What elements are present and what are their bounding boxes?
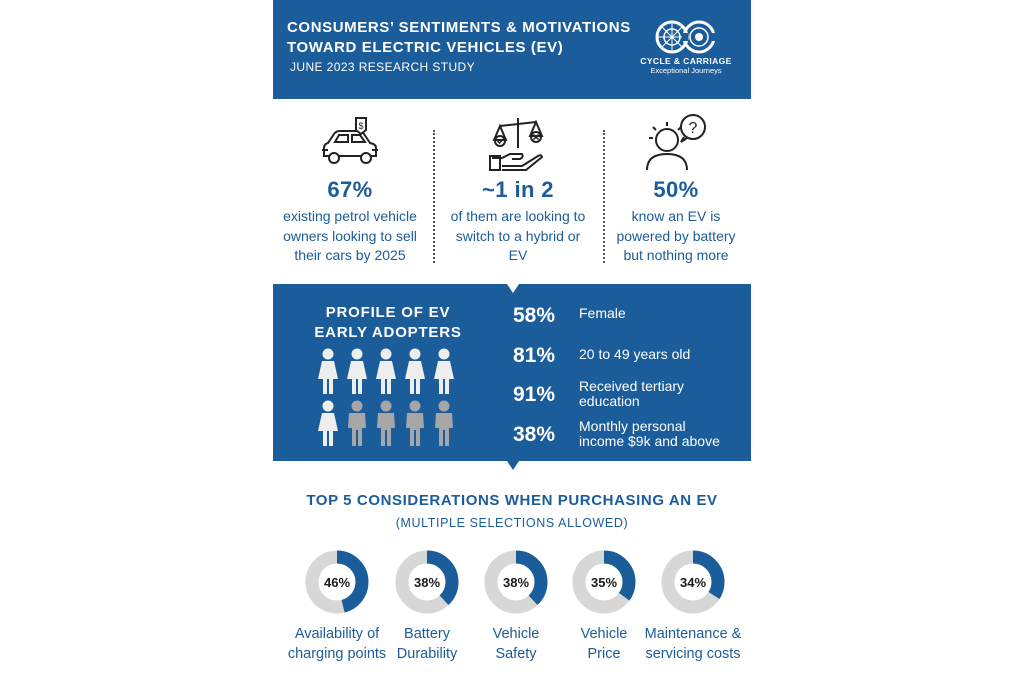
profile-label-line2: income $9k and above [579,433,720,449]
person-icon [406,400,424,446]
donut-chart: 46% [305,550,369,614]
donut-value-arc [661,550,725,614]
svg-text:$: $ [358,121,363,131]
page-title: CONSUMERS’ SENTIMENTS & MOTIVATIONS TOWA… [287,18,631,58]
donut-value-label: 38% [414,575,440,590]
stat-value: 50% [653,177,699,202]
title-line-2: TOWARD ELECTRIC VEHICLES (EV) [287,39,564,56]
donut-category-line: Availability of [294,626,380,642]
svg-text:?: ? [689,120,698,137]
profile-pct: 58% [513,304,556,327]
donut-item: 38% Vehicle Safety [466,550,566,664]
donut-chart: 38% [484,550,548,614]
donut-category-line: Battery [404,626,450,642]
donut-value-label: 38% [503,575,529,590]
donut-chart: 35% [572,550,636,614]
donut-category-line: Durability [396,646,458,662]
person-icon [405,348,425,394]
profile-label: Female [579,306,739,321]
person-question-icon: ? [646,114,706,171]
donut-chart: 38% [395,550,459,614]
donut-category-line: charging points [287,646,387,662]
car-price-tag-icon: $ [322,117,378,164]
donut-value-arc [305,550,369,614]
profile-label: Monthly personal income $9k and above [579,419,739,449]
divider [433,130,435,263]
donut-value-label: 35% [591,575,617,590]
header-banner: CONSUMERS’ SENTIMENTS & MOTIVATIONS TOWA… [273,0,751,99]
profile-pct: 38% [513,423,556,446]
profile-pct: 81% [513,344,556,367]
donut-item: 35% Vehicle Price [554,550,654,664]
donut-category-label: Vehicle Price [554,624,654,664]
early-adopters-profile: PROFILE OF EV EARLY ADOPTERS 58% Female … [273,284,751,461]
person-icon [376,348,396,394]
stat-switch-intent: ~1 in 2 of them are looking to switch to… [443,112,593,266]
brand-logo-icon [655,20,718,54]
pointer-bottom [507,461,519,470]
donut-value-arc [484,550,548,614]
profile-title: PROFILE OF EV EARLY ADOPTERS [313,303,463,343]
profile-label: Received tertiary education [579,379,739,409]
donut-item: 46% Availability of charging points [287,550,387,664]
balance-scale-icon [489,118,544,171]
stat-description: of them are looking to switch to a hybri… [450,208,586,263]
donut-category-line: Price [587,646,621,662]
stat-description: existing petrol vehicle owners looking t… [283,208,417,263]
donut-category-label: Battery Durability [377,624,477,664]
donut-chart: 34% [661,550,725,614]
person-icon [347,348,367,394]
donut-category-line: Safety [495,646,537,662]
person-icon [348,400,366,446]
donut-category-label: Maintenance & servicing costs [643,624,743,664]
stat-petrol-owners: $ 67% existing petrol vehicle owners loo… [275,112,425,266]
title-line-1: CONSUMERS’ SENTIMENTS & MOTIVATIONS [287,19,631,36]
donut-category-label: Availability of charging points [287,624,387,664]
donut-category-line: Maintenance & [644,626,742,642]
profile-label: 20 to 49 years old [579,347,739,362]
profile-label-line1: Monthly personal [579,418,686,434]
stat-value: ~1 in 2 [482,177,554,202]
infographic: CONSUMERS’ SENTIMENTS & MOTIVATIONS TOWA… [273,0,751,683]
stat-battery-knowledge: ? 50% know an EV is powered by battery b… [601,112,751,266]
stat-value: 67% [327,177,373,202]
person-icon [318,348,338,394]
donut-category-line: servicing costs [645,646,741,662]
donut-category-line: Vehicle [580,626,628,642]
profile-label-line1: Female [579,305,626,321]
logo-tagline: Exceptional Journeys [650,66,722,75]
considerations-title: TOP 5 CONSIDERATIONS WHEN PURCHASING AN … [306,492,718,509]
profile-label-line1: Received tertiary [579,378,685,394]
donut-item: 38% Battery Durability [377,550,477,664]
person-icon [435,400,453,446]
divider [603,130,605,263]
donut-category-line: Vehicle [492,626,540,642]
donut-value-label: 46% [324,575,350,590]
person-icon [377,400,395,446]
people-pictogram [318,348,454,446]
brand-logo: CYCLE & CARRIAGE Exceptional Journeys [631,20,741,75]
person-icon [318,400,338,446]
profile-pct: 91% [513,383,556,406]
logo-text: CYCLE & CARRIAGE [640,56,732,66]
donut-value-arc [572,550,636,614]
subtitle: JUNE 2023 RESEARCH STUDY [290,60,475,74]
profile-label-line1: 20 to 49 years old [579,346,691,362]
donut-item: 34% Maintenance & servicing costs [643,550,743,664]
stat-description: know an EV is powered by battery but not… [616,208,736,263]
donut-value-arc [395,550,459,614]
person-icon [434,348,454,394]
profile-label-line2: education [579,393,640,409]
profile-title-line-1: PROFILE OF EV [325,304,451,321]
considerations-subtitle: (MULTIPLE SELECTIONS ALLOWED) [395,516,629,530]
profile-title-line-2: EARLY ADOPTERS [314,324,462,341]
pointer-top [507,284,519,293]
donut-value-label: 34% [680,575,706,590]
donut-category-label: Vehicle Safety [466,624,566,664]
